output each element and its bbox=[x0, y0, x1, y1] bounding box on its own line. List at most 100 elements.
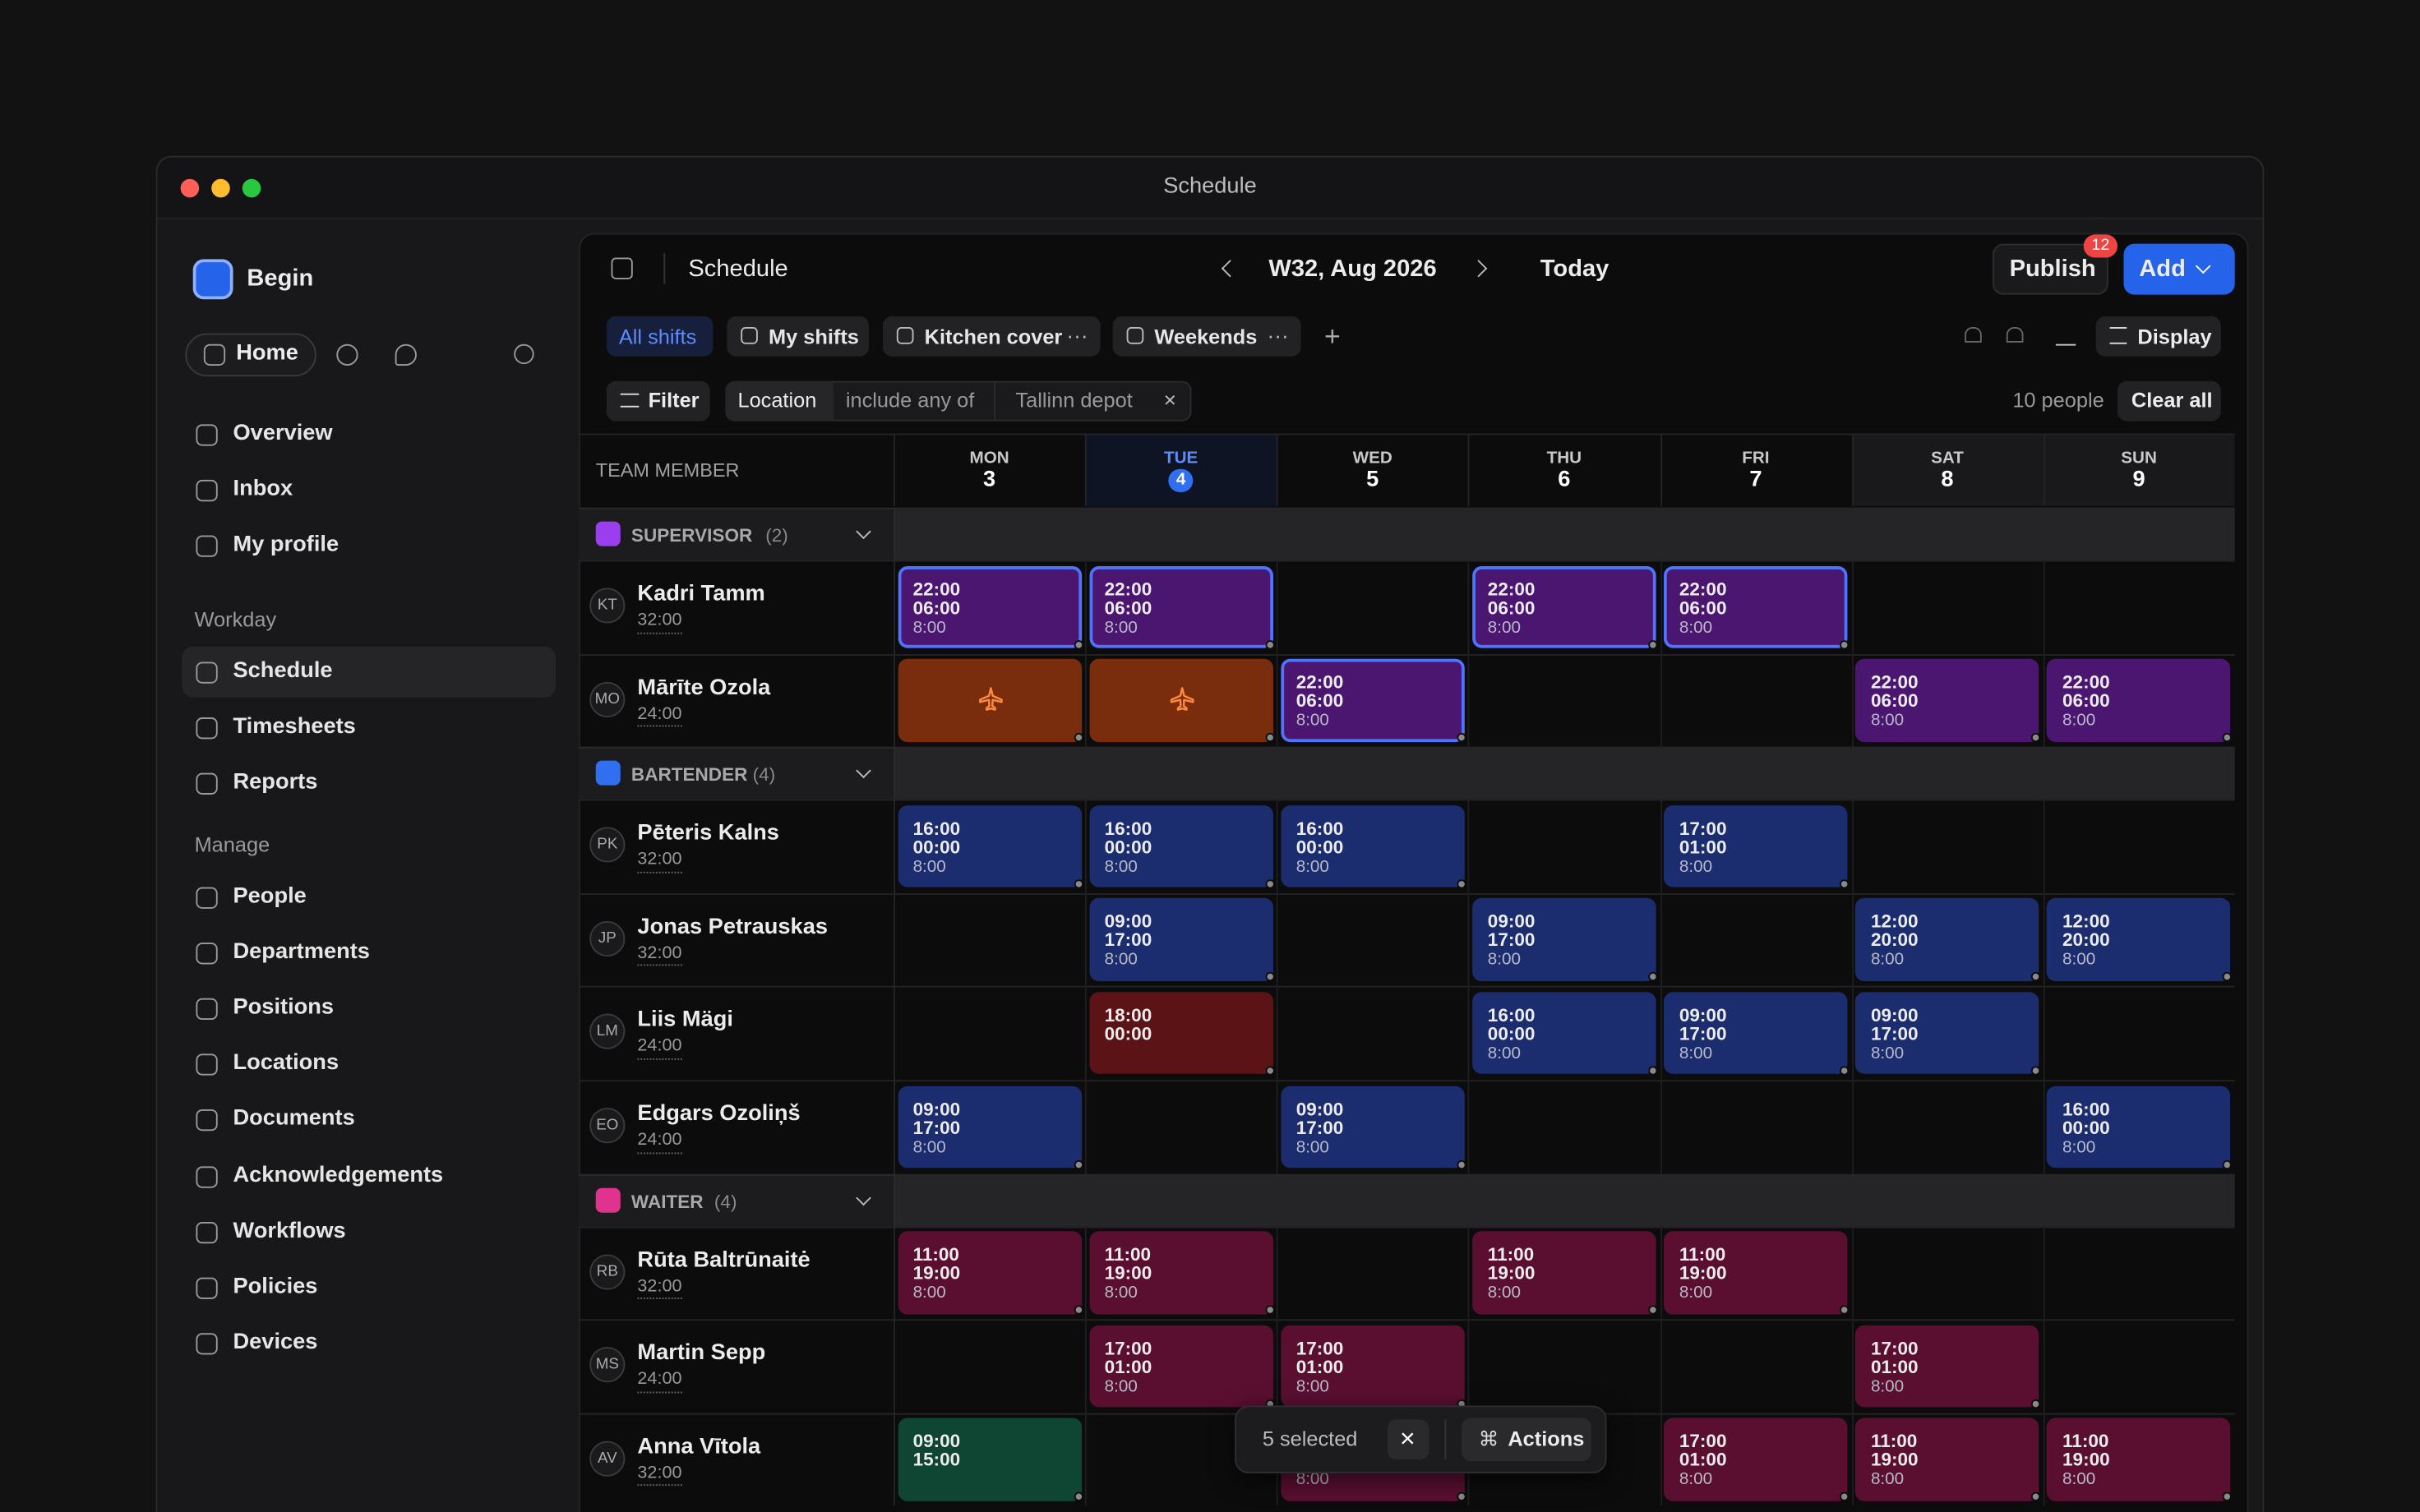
member-name[interactable]: Mārīte Ozola bbox=[637, 675, 771, 700]
shift-end[interactable]: 06:00 bbox=[1487, 596, 1536, 618]
shift-end[interactable]: 19:00 bbox=[1104, 1262, 1152, 1284]
shift[interactable] bbox=[1855, 992, 2039, 1075]
maximize-button[interactable] bbox=[242, 178, 261, 198]
filter-operator[interactable]: include any of bbox=[845, 389, 975, 413]
home-label[interactable]: Home bbox=[236, 340, 298, 366]
shift-start[interactable]: 16:00 bbox=[1104, 817, 1152, 839]
resize-handle[interactable] bbox=[1264, 878, 1275, 888]
nav-item[interactable]: People bbox=[233, 883, 307, 909]
shift[interactable] bbox=[897, 1231, 1082, 1314]
nav-item[interactable]: My profile bbox=[233, 532, 339, 558]
clear-label[interactable]: Clear all bbox=[2131, 389, 2213, 413]
clear-selection-x[interactable]: × bbox=[1399, 1423, 1416, 1454]
nav-item[interactable]: Positions bbox=[233, 995, 335, 1021]
shift-end[interactable]: 01:00 bbox=[1679, 1449, 1727, 1471]
shift-duration[interactable]: 8:00 bbox=[912, 1137, 946, 1157]
shift[interactable] bbox=[1088, 1231, 1273, 1314]
view-tab[interactable] bbox=[1112, 316, 1301, 357]
nav-item[interactable]: Schedule bbox=[233, 658, 333, 684]
add-label[interactable]: Add bbox=[2139, 256, 2186, 283]
shift-end[interactable]: 00:00 bbox=[2062, 1116, 2110, 1138]
shift-duration[interactable]: 8:00 bbox=[1679, 857, 1713, 876]
resize-handle[interactable] bbox=[1648, 1066, 1658, 1076]
shift-end[interactable]: 17:00 bbox=[1870, 1022, 1919, 1044]
shift-duration[interactable]: 8:00 bbox=[1104, 1284, 1138, 1302]
member-name[interactable]: Martin Sepp bbox=[637, 1340, 766, 1366]
shift[interactable] bbox=[1088, 658, 1273, 742]
remove-filter[interactable]: × bbox=[1163, 387, 1177, 413]
shift-start[interactable]: 12:00 bbox=[1870, 910, 1919, 933]
shift-end[interactable]: 19:00 bbox=[1870, 1449, 1919, 1471]
shift-duration[interactable]: 8:00 bbox=[1295, 711, 1329, 731]
shift-end[interactable]: 06:00 bbox=[1295, 689, 1344, 712]
shift-duration[interactable]: 8:00 bbox=[1487, 1044, 1522, 1063]
minimize-button[interactable] bbox=[211, 178, 230, 198]
shift-duration[interactable]: 8:00 bbox=[1104, 951, 1138, 970]
resize-handle[interactable] bbox=[1073, 1305, 1083, 1315]
actions-button[interactable] bbox=[1462, 1418, 1591, 1462]
member-name[interactable]: Pēteris Kalns bbox=[637, 821, 779, 846]
week-label[interactable]: W32, Aug 2026 bbox=[1268, 256, 1437, 283]
resize-handle[interactable] bbox=[1648, 1305, 1658, 1315]
shift-end[interactable]: 06:00 bbox=[2062, 689, 2110, 712]
shift-duration[interactable]: 8:00 bbox=[1104, 1377, 1138, 1396]
shift-end[interactable]: 19:00 bbox=[2062, 1449, 2110, 1471]
search-button[interactable] bbox=[514, 343, 534, 365]
shift-duration[interactable]: 8:00 bbox=[1679, 1044, 1713, 1063]
shift-duration[interactable]: 8:00 bbox=[912, 1284, 946, 1302]
clear-button[interactable] bbox=[2118, 380, 2221, 422]
shift-duration[interactable]: 8:00 bbox=[1487, 1284, 1522, 1302]
filter-field[interactable]: Location bbox=[737, 389, 817, 413]
shift-duration[interactable]: 8:00 bbox=[2062, 1137, 2096, 1157]
shift-start[interactable]: 09:00 bbox=[912, 1431, 961, 1453]
nav-item[interactable]: Policies bbox=[233, 1274, 318, 1299]
shift-end[interactable]: 01:00 bbox=[1104, 1355, 1152, 1378]
shift-end[interactable]: 15:00 bbox=[912, 1449, 961, 1471]
resize-handle[interactable] bbox=[1840, 639, 1850, 649]
shift-end[interactable]: 06:00 bbox=[912, 596, 961, 618]
shift-start[interactable]: 16:00 bbox=[2062, 1097, 2110, 1120]
nav-item[interactable]: Overview bbox=[233, 421, 333, 446]
shift-duration[interactable]: 8:00 bbox=[1104, 857, 1138, 876]
shift-duration[interactable]: 8:00 bbox=[1870, 951, 1905, 970]
view-tab[interactable] bbox=[606, 316, 714, 357]
nav-item[interactable]: Departments bbox=[233, 939, 370, 965]
shift-start[interactable]: 11:00 bbox=[1487, 1243, 1535, 1265]
resize-handle[interactable] bbox=[1648, 639, 1658, 649]
history-button[interactable] bbox=[336, 343, 358, 366]
shift-start[interactable]: 17:00 bbox=[1295, 1337, 1344, 1359]
resize-handle[interactable] bbox=[1456, 1159, 1466, 1169]
shift-start[interactable]: 17:00 bbox=[1679, 1431, 1727, 1453]
shift-duration[interactable]: 8:00 bbox=[1870, 1470, 1905, 1490]
shift-end[interactable]: 17:00 bbox=[1487, 929, 1536, 952]
shift-end[interactable]: 06:00 bbox=[1870, 689, 1919, 712]
shift-duration[interactable]: 8:00 bbox=[1679, 1470, 1713, 1490]
shift-duration[interactable]: 8:00 bbox=[1870, 1044, 1905, 1063]
filter-label[interactable]: Filter bbox=[648, 389, 700, 413]
shift-start[interactable]: 22:00 bbox=[1295, 671, 1344, 694]
shift-start[interactable]: 17:00 bbox=[1104, 1337, 1152, 1359]
shift-start[interactable]: 22:00 bbox=[912, 578, 961, 600]
shift-end[interactable]: 00:00 bbox=[912, 836, 961, 858]
shift[interactable] bbox=[897, 1418, 1082, 1501]
shift-duration[interactable]: 8:00 bbox=[912, 617, 946, 637]
shift[interactable] bbox=[897, 658, 1082, 742]
filter-value[interactable]: Tallinn depot bbox=[1015, 389, 1133, 413]
shift-duration[interactable]: 8:00 bbox=[1487, 951, 1522, 970]
shift[interactable] bbox=[1664, 1231, 1848, 1314]
shift[interactable] bbox=[1088, 1325, 1273, 1408]
shift-duration[interactable]: 8:00 bbox=[2062, 951, 2096, 970]
shift-end[interactable]: 00:00 bbox=[1104, 1022, 1152, 1044]
resize-handle[interactable] bbox=[2031, 1399, 2041, 1408]
resize-handle[interactable] bbox=[2223, 972, 2233, 982]
shift[interactable] bbox=[1280, 1325, 1465, 1408]
shift[interactable] bbox=[2047, 1418, 2231, 1501]
shift-start[interactable]: 22:00 bbox=[1679, 578, 1727, 600]
shift-end[interactable]: 19:00 bbox=[1679, 1262, 1727, 1284]
workspace-logo[interactable] bbox=[192, 259, 233, 300]
resize-handle[interactable] bbox=[2031, 733, 2041, 743]
resize-handle[interactable] bbox=[1648, 972, 1658, 982]
shift-duration[interactable]: 8:00 bbox=[1679, 1284, 1713, 1302]
shift-start[interactable]: 09:00 bbox=[1487, 910, 1536, 933]
view-tab[interactable] bbox=[882, 316, 1101, 357]
